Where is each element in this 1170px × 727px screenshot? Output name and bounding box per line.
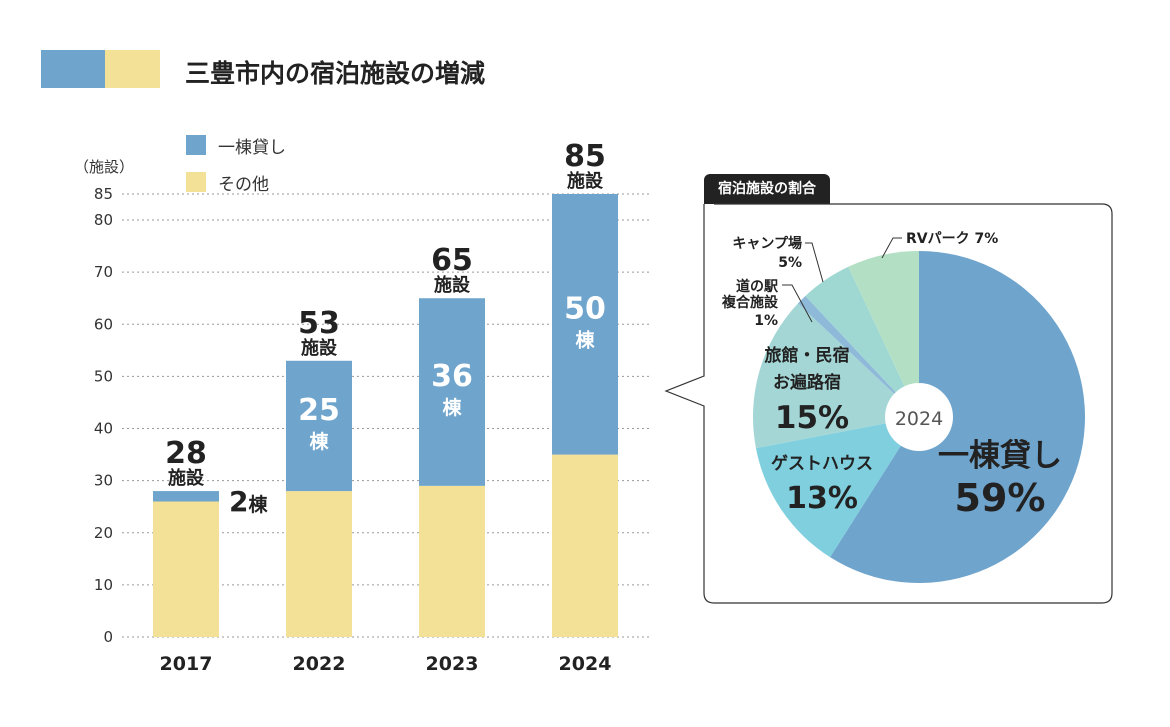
total-value-label: 28 xyxy=(165,436,207,471)
y-tick-label: 0 xyxy=(103,628,113,646)
y-tick-label: 80 xyxy=(94,211,113,229)
y-tick-label: 20 xyxy=(94,524,113,542)
x-tick-label: 2022 xyxy=(293,653,346,675)
pie-campsite-leader xyxy=(805,242,824,283)
bar-segment-sonota xyxy=(419,485,485,637)
y-axis-unit-label: （施設） xyxy=(74,158,135,176)
pie-slice-ittogashi xyxy=(830,251,1085,583)
y-tick-label: 10 xyxy=(94,576,113,594)
pie-ittogashi-label: 一棟貸し xyxy=(938,438,1062,474)
x-tick-label: 2024 xyxy=(559,653,612,675)
pie-michinoeki-label-line1: 道の駅 xyxy=(736,278,779,295)
segment-value-label: 25 xyxy=(298,393,340,428)
pie-slice-ryokan xyxy=(753,303,919,449)
total-unit-label: 施設 xyxy=(168,467,205,489)
pie-michinoeki-label-line2: 複合施設 xyxy=(721,294,779,311)
y-tick-label: 70 xyxy=(94,263,113,281)
y-tick-label: 40 xyxy=(94,420,113,438)
pie-rv-park-label: RVパーク 7% xyxy=(906,231,998,247)
pie-ittogashi-percent: 59% xyxy=(955,476,1046,520)
bar-chart: 0102030405060708085201728施設2棟202253施設25棟… xyxy=(94,139,650,675)
bar-segment-ittogashi xyxy=(153,491,219,502)
y-tick-label: 30 xyxy=(94,472,113,490)
y-tick-label: 50 xyxy=(94,367,113,385)
bar-segment-sonota xyxy=(552,454,618,637)
segment-value-label: 36 xyxy=(431,359,473,394)
bar-segment-ittogashi xyxy=(552,194,618,455)
pie-slice-campsite xyxy=(805,266,919,417)
total-value-label: 85 xyxy=(564,139,606,174)
bar-segment-ittogashi xyxy=(286,360,352,492)
total-unit-label: 施設 xyxy=(567,170,604,192)
legend-label-sonota: その他 xyxy=(218,175,269,195)
segment-unit-label: 棟 xyxy=(575,328,595,351)
pie-michinoeki-leader xyxy=(782,284,813,323)
segment-unit-label: 棟 xyxy=(309,430,329,453)
y-tick-label: 60 xyxy=(94,315,113,333)
pie-slice-guesthouse xyxy=(755,417,919,558)
total-unit-label: 施設 xyxy=(301,337,338,359)
pie-ryokan-label-line1: 旅館・民宿 xyxy=(765,345,850,366)
legend-swatch-sonota xyxy=(186,172,206,192)
pie-panel-title: 宿泊施設の割合 xyxy=(704,174,830,204)
segment-unit-label: 棟 xyxy=(442,396,462,419)
pie-ryokan-percent: 15% xyxy=(775,400,849,436)
pie-campsite-label: キャンプ場 xyxy=(732,235,802,252)
segment-value-label: 2棟 xyxy=(229,485,268,518)
pie-rv-park-leader xyxy=(881,237,902,259)
pie-center-label: 2024 xyxy=(895,408,943,430)
pie-campsite-percent: 5% xyxy=(778,255,802,271)
title-swatch-yellow xyxy=(105,50,160,88)
x-tick-label: 2017 xyxy=(160,653,213,675)
total-value-label: 65 xyxy=(431,243,473,278)
bar-segment-ittogashi xyxy=(419,298,485,486)
bar-segment-sonota xyxy=(286,491,352,637)
pie-slice-rv-park xyxy=(848,251,919,417)
bar-segment-sonota xyxy=(153,501,219,637)
pie-guesthouse-label: ゲストハウス xyxy=(771,453,873,474)
chart-title: 三豊市内の宿泊施設の増減 xyxy=(185,59,486,88)
pie-slice-michinoeki xyxy=(797,295,919,417)
pie-ryokan-label-line2: お遍路宿 xyxy=(773,372,841,393)
legend-label-ittogashi: 一棟貸し xyxy=(218,138,286,158)
pie-michinoeki-percent: 1% xyxy=(754,313,778,329)
pie-center-hole xyxy=(885,383,953,451)
total-unit-label: 施設 xyxy=(434,274,471,296)
pie-guesthouse-percent: 13% xyxy=(786,481,858,516)
title-swatch-blue xyxy=(41,50,105,88)
legend-swatch-ittogashi xyxy=(186,135,206,155)
x-tick-label: 2023 xyxy=(426,653,479,675)
total-value-label: 53 xyxy=(298,306,340,341)
segment-value-label: 50 xyxy=(564,291,606,326)
y-tick-label: 85 xyxy=(94,185,113,203)
